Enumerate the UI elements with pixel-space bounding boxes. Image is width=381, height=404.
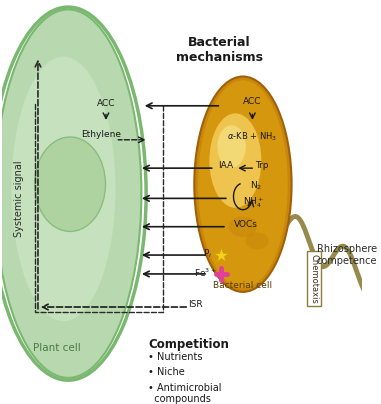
Text: Trp: Trp [255,161,269,170]
Text: Ethylene: Ethylene [81,130,121,139]
Ellipse shape [245,232,269,249]
Ellipse shape [229,216,257,237]
Text: Chemotaxis: Chemotaxis [309,254,318,303]
Text: VOCs: VOCs [234,220,258,229]
Ellipse shape [11,57,115,321]
Ellipse shape [210,114,261,208]
Text: P$_i$: P$_i$ [203,248,213,261]
Ellipse shape [0,9,141,378]
Text: ACC: ACC [243,97,262,106]
Text: Systemic signal: Systemic signal [14,160,24,237]
Text: • Nutrients: • Nutrients [149,352,203,362]
Ellipse shape [218,125,246,168]
Ellipse shape [35,137,106,231]
Text: • Niche: • Niche [149,368,185,377]
Ellipse shape [198,80,288,288]
Ellipse shape [194,76,291,292]
Text: Plant cell: Plant cell [33,343,81,353]
Text: Rhizosphere
competence: Rhizosphere competence [317,244,377,266]
Text: N$_2$: N$_2$ [250,180,262,192]
Text: Fe$^{3+}$: Fe$^{3+}$ [194,266,216,279]
Text: Competition: Competition [149,338,229,351]
Text: Bacterial
mechanisms: Bacterial mechanisms [176,36,263,64]
Text: • Antimicrobial
  compounds: • Antimicrobial compounds [149,383,222,404]
Text: Bacterial cell: Bacterial cell [213,281,272,290]
Text: IAA: IAA [218,161,234,170]
Text: $\alpha$-KB + NH$_3$: $\alpha$-KB + NH$_3$ [227,131,277,143]
Text: ACC: ACC [97,99,115,108]
Text: ISR: ISR [188,300,203,309]
Text: NH$_4^+$: NH$_4^+$ [243,196,264,210]
